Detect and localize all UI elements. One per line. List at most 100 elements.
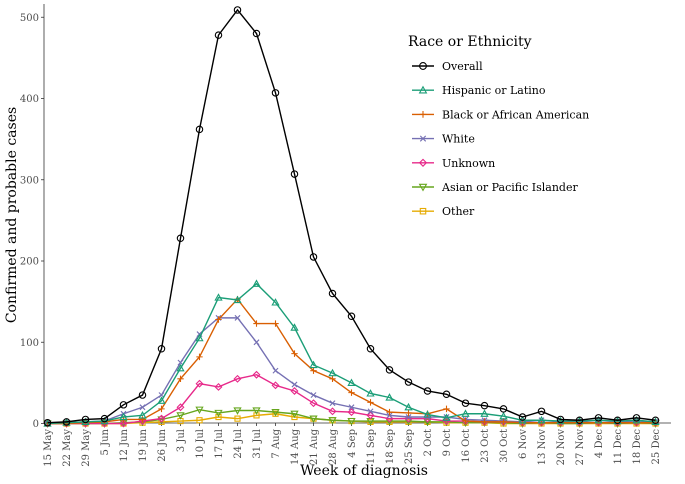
data-point-hispanic-or-latino (271, 298, 280, 306)
y-tick-label: 100 (20, 338, 39, 349)
x-tick-label: 25 Dec (651, 429, 662, 465)
data-point-hispanic-or-latino (119, 412, 128, 421)
legend-label-white: White (442, 133, 475, 146)
x-tick-label: 23 Oct (480, 429, 491, 463)
data-point-white (310, 392, 317, 399)
data-point-black-or-african-american (500, 418, 507, 426)
x-tick-label: 4 Dec (594, 429, 605, 458)
data-point-overall (347, 312, 356, 320)
data-point-overall (252, 29, 261, 38)
x-tick-label: 15 May (43, 429, 54, 467)
legend-item-asian-or-pacific-islander: Asian or Pacific Islander (412, 181, 578, 194)
data-point-black-or-african-american (139, 416, 146, 423)
x-tick-label: 12 Jun (119, 428, 130, 461)
data-point-hispanic-or-latino (385, 393, 394, 401)
data-point-hispanic-or-latino (157, 396, 166, 404)
data-point-unknown (176, 403, 185, 412)
data-point-overall (499, 405, 508, 413)
data-point-asian-or-pacific-islander (347, 417, 356, 426)
x-tick-label: 4 Sep (347, 429, 358, 458)
data-point-white (367, 408, 374, 415)
data-point-white (405, 414, 412, 420)
data-point-asian-or-pacific-islander (309, 415, 318, 423)
data-point-hispanic-or-latino (347, 378, 356, 386)
data-point-asian-or-pacific-islander (214, 409, 223, 418)
data-point-overall (594, 414, 603, 422)
data-point-overall (442, 390, 451, 398)
data-point-overall (176, 234, 185, 243)
data-point-overall (328, 289, 337, 298)
data-point-other (234, 415, 241, 422)
data-point-white (386, 412, 393, 419)
data-point-unknown (195, 379, 204, 388)
data-point-overall (366, 344, 375, 353)
data-point-overall (290, 170, 299, 178)
legend-items: Overall Hispanic or Latino Black or Africa… (412, 60, 589, 218)
data-point-overall (556, 415, 565, 424)
data-point-hispanic-or-latino (81, 417, 90, 425)
legend-label-other: Other (442, 205, 475, 218)
data-point-black-or-african-american (215, 316, 222, 323)
series-layer (43, 6, 660, 428)
data-point-hispanic-or-latino (214, 293, 223, 301)
data-point-hispanic-or-latino (461, 409, 470, 417)
data-point-white (253, 339, 260, 346)
data-point-hispanic-or-latino (176, 363, 185, 372)
data-point-black-or-african-american (443, 405, 450, 413)
data-point-overall (461, 399, 470, 407)
data-point-hispanic-or-latino (499, 411, 508, 420)
x-tick-label: 11 Dec (613, 429, 624, 465)
data-point-overall (214, 31, 223, 39)
data-point-hispanic-or-latino (480, 409, 489, 417)
data-point-unknown (328, 407, 337, 416)
data-point-overall (632, 414, 641, 422)
data-point-hispanic-or-latino (404, 402, 413, 411)
data-point-hispanic-or-latino (195, 333, 204, 342)
data-point-overall (575, 416, 584, 424)
data-point-overall (537, 407, 546, 416)
series-black-or-african-american (44, 295, 659, 427)
data-point-black-or-african-american (272, 320, 279, 327)
data-point-unknown (309, 399, 318, 408)
data-point-black-or-african-american (329, 375, 336, 383)
data-point-hispanic-or-latino (100, 416, 109, 425)
data-point-black-or-african-american (386, 408, 393, 416)
x-tick-label: 19 Jun (138, 428, 149, 461)
data-point-asian-or-pacific-islander (252, 407, 261, 415)
data-point-overall (195, 125, 204, 134)
x-tick-label: 14 Aug (290, 428, 301, 465)
data-point-white (348, 404, 355, 411)
data-point-unknown (290, 387, 299, 395)
series-asian-or-pacific-islander (43, 406, 660, 428)
data-point-white (272, 367, 279, 374)
data-point-unknown (214, 382, 223, 391)
x-tick-label: 31 Jul (252, 429, 263, 459)
series-overall (43, 6, 660, 427)
legend-label-overall: Overall (442, 60, 483, 73)
x-tick-label: 17 Jul (214, 429, 225, 459)
x-tick-label: 30 Oct (499, 429, 510, 463)
x-tick-label: 6 Nov (518, 429, 529, 459)
data-point-white (329, 400, 336, 407)
data-point-asian-or-pacific-islander (233, 407, 242, 415)
data-point-overall (119, 401, 128, 409)
data-point-asian-or-pacific-islander (271, 409, 280, 417)
x-tick-label: 25 Sep (404, 429, 415, 464)
x-tick-label: 26 Jun (157, 428, 168, 461)
data-point-overall (233, 6, 242, 14)
y-tick-label: 500 (20, 13, 39, 24)
series-line-black-or-african-american (47, 298, 656, 425)
legend-marker-hispanic-or-latino (418, 85, 428, 94)
data-point-overall (518, 413, 527, 421)
series-line-overall (47, 8, 656, 424)
data-point-black-or-african-american (291, 350, 298, 357)
data-point-asian-or-pacific-islander (195, 406, 204, 415)
x-tick-label: 10 Jul (195, 429, 206, 459)
data-point-black-or-african-american (253, 320, 260, 327)
legend-marker-unknown (418, 158, 428, 167)
x-tick-label: 27 Nov (575, 429, 586, 466)
axes: 0 100 200 300 400 500 15 May 22 May 29 May 5 Jun 1… (20, 4, 671, 467)
data-point-unknown (252, 370, 261, 379)
data-point-overall (62, 418, 71, 426)
data-point-overall (404, 378, 413, 386)
